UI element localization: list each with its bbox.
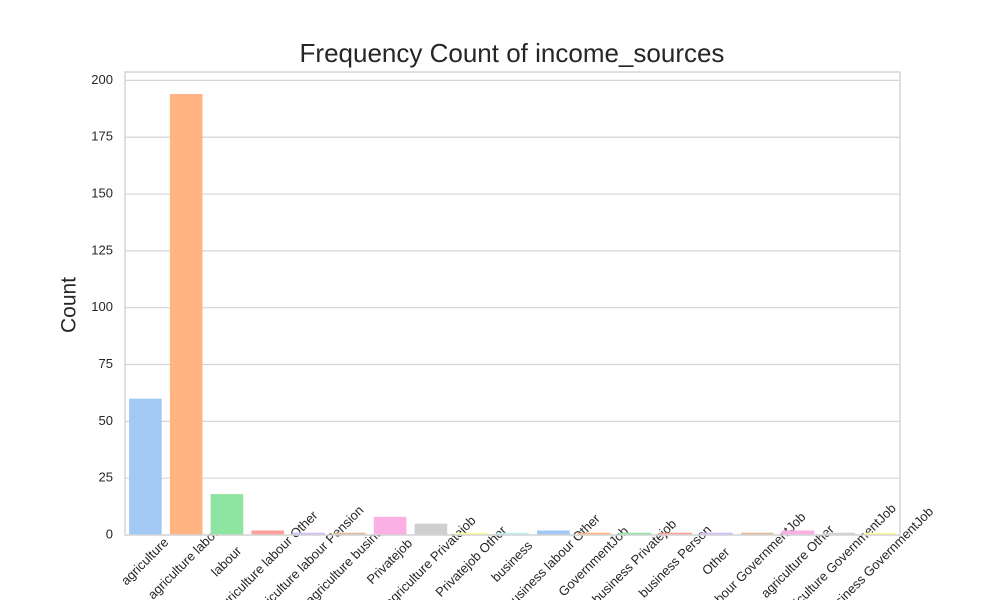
bar [781,530,815,535]
bar [414,523,448,535]
y-tick-label: 125 [91,242,113,257]
bar [863,532,896,535]
y-tick-label: 100 [91,299,113,314]
bar [129,398,162,535]
bar [169,94,203,536]
bar [740,532,774,535]
y-tick-label: 75 [99,356,113,371]
bar [659,532,692,535]
plot-frame [124,71,901,536]
bar [455,532,489,535]
bar [210,494,244,535]
y-tick-label: 50 [99,413,113,428]
bar [292,532,325,535]
x-tick-label: labour [208,543,245,580]
bar [822,532,856,535]
y-tick-label: 150 [91,185,113,200]
bar [251,530,285,535]
y-axis-label: Count [58,277,81,333]
bar [618,532,652,535]
x-tick-label: Other [699,544,733,578]
y-tick-label: 0 [106,526,113,541]
y-tick-label: 200 [91,72,113,87]
y-tick-label: 25 [99,470,113,485]
bar [700,532,733,535]
bar [536,530,570,535]
bar [577,532,611,535]
bar [373,516,407,535]
bar [333,532,366,535]
chart-title: Frequency Count of income_sources [300,38,725,68]
bar [496,532,529,535]
y-tick-label: 175 [91,129,113,144]
